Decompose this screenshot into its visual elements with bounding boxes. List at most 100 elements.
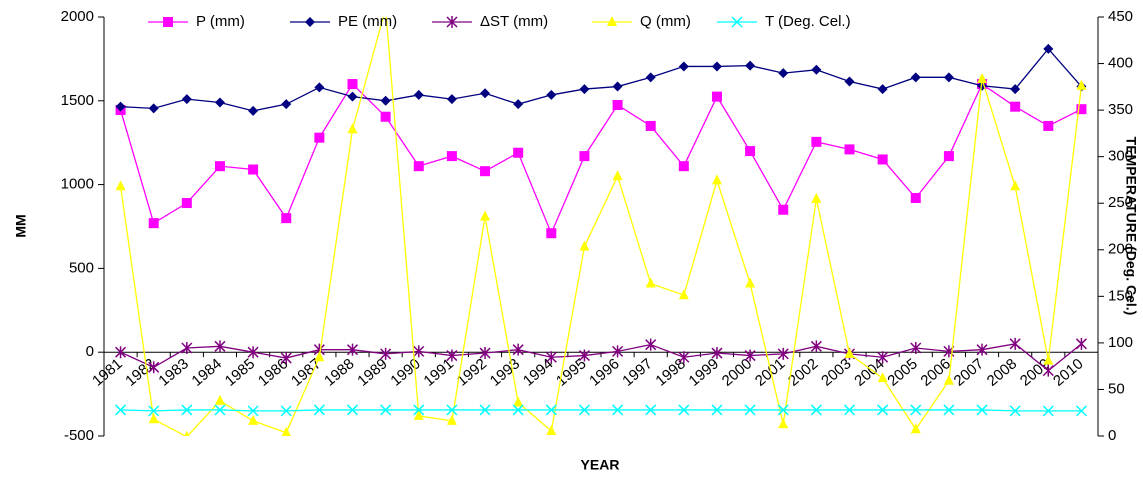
marker	[612, 99, 623, 110]
marker	[148, 103, 159, 114]
legend-label: T (Deg. Cel.)	[765, 13, 851, 30]
x-tick-label: 2010	[1050, 355, 1086, 389]
marker	[148, 405, 160, 417]
marker	[1076, 79, 1087, 90]
marker	[711, 404, 723, 416]
marker	[678, 289, 689, 300]
marker	[811, 136, 822, 147]
x-tick-label: 1993	[487, 355, 523, 389]
marker	[314, 351, 325, 362]
y-axis-title: MM	[13, 214, 29, 237]
x-tick-label: 1985	[222, 355, 258, 389]
x-tick-label: 1996	[586, 355, 622, 389]
marker	[745, 146, 756, 157]
y2-tick-label: 200	[1108, 241, 1133, 258]
marker	[711, 347, 723, 360]
x-tick-label: 1990	[387, 355, 423, 389]
marker	[744, 404, 756, 416]
marker	[977, 73, 988, 84]
marker	[380, 347, 392, 360]
marker	[745, 60, 756, 71]
marker	[777, 347, 789, 360]
marker	[612, 170, 623, 181]
marker	[1042, 405, 1054, 417]
marker	[877, 372, 888, 383]
x-tick-label: 2007	[951, 355, 987, 389]
marker	[513, 396, 524, 407]
legend-marker	[731, 16, 743, 28]
legend-marker	[163, 17, 173, 27]
x-tick-label: 1999	[686, 355, 722, 389]
y-tick-label: 1000	[61, 176, 94, 193]
marker	[1010, 101, 1021, 112]
marker	[380, 95, 391, 106]
marker	[877, 351, 889, 364]
marker	[678, 61, 689, 72]
y-tick-label: 2000	[61, 8, 94, 25]
marker	[811, 192, 822, 203]
marker	[877, 404, 889, 416]
y-tick-label: 0	[86, 343, 94, 360]
marker	[115, 101, 126, 112]
legend-label: Q (mm)	[640, 13, 691, 30]
legend-label: PE (mm)	[338, 13, 397, 30]
legend-label: P (mm)	[196, 13, 245, 30]
marker	[943, 404, 955, 416]
marker	[976, 404, 988, 416]
marker	[612, 404, 624, 416]
marker	[1010, 84, 1021, 95]
marker	[844, 76, 855, 87]
marker	[512, 404, 524, 416]
marker	[248, 164, 259, 175]
marker	[214, 340, 226, 353]
marker	[381, 3, 391, 13]
y2-tick-label: 300	[1108, 148, 1133, 165]
marker	[347, 123, 358, 134]
marker	[811, 64, 822, 75]
marker	[778, 204, 789, 215]
marker	[745, 277, 756, 288]
marker	[910, 423, 921, 434]
marker	[314, 82, 325, 93]
y2-tick-label: 350	[1108, 101, 1133, 118]
marker	[413, 89, 424, 100]
marker	[612, 81, 623, 92]
marker	[446, 404, 458, 416]
marker	[546, 228, 557, 239]
marker	[810, 404, 822, 416]
marker	[711, 174, 722, 185]
marker	[545, 351, 557, 364]
x-tick-label: 1989	[354, 355, 390, 389]
marker	[744, 349, 756, 362]
marker	[1075, 405, 1087, 417]
marker	[115, 346, 127, 359]
y2-tick-label: 400	[1108, 55, 1133, 72]
marker	[943, 72, 954, 83]
marker	[579, 240, 590, 251]
marker	[777, 404, 789, 416]
marker	[347, 91, 358, 102]
marker	[446, 94, 457, 105]
marker	[184, 430, 190, 436]
marker	[844, 347, 855, 358]
marker	[810, 340, 822, 353]
marker	[579, 84, 590, 95]
x-tick-label: 1984	[189, 355, 225, 389]
y2-tick-label: 0	[1108, 427, 1116, 444]
marker	[148, 413, 159, 424]
marker	[214, 161, 225, 172]
marker	[480, 210, 491, 221]
x-tick-label: 1983	[155, 355, 191, 389]
marker	[877, 84, 888, 95]
marker	[313, 404, 325, 416]
marker	[645, 277, 656, 288]
marker	[281, 99, 292, 110]
marker	[380, 111, 391, 122]
x-axis-title: YEAR	[581, 457, 620, 473]
y2-tick-label: 150	[1108, 287, 1133, 304]
marker	[645, 120, 656, 131]
x-tick-label: 1981	[89, 355, 125, 389]
marker	[711, 61, 722, 72]
y-tick-label: 500	[69, 259, 94, 276]
